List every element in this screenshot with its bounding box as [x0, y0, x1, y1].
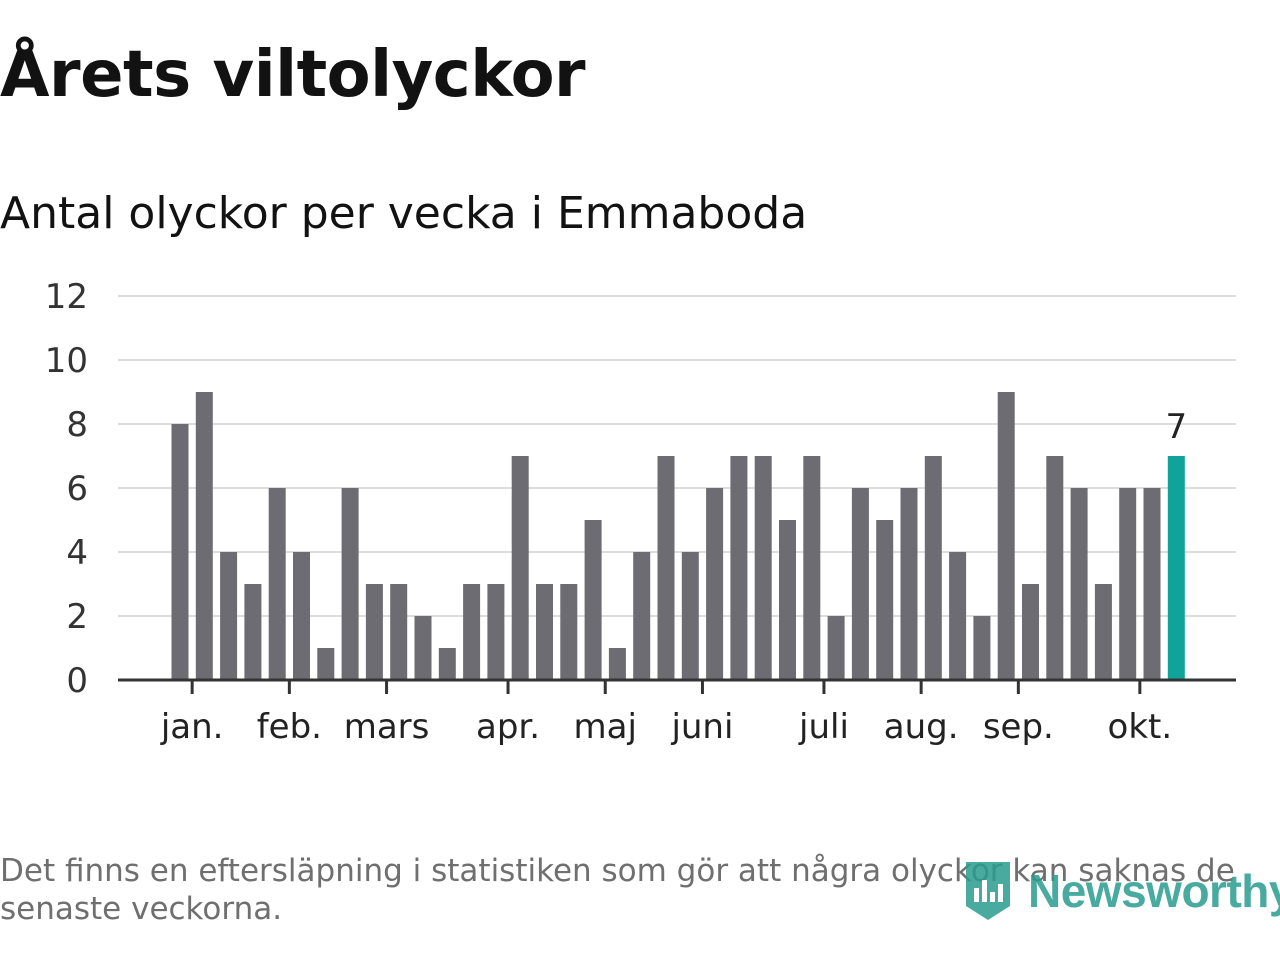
y-tick-label: 12 — [45, 277, 88, 317]
bar — [706, 488, 724, 680]
bar — [1070, 488, 1088, 680]
x-tick-label: mars — [344, 707, 430, 747]
bar — [438, 648, 456, 680]
bar — [997, 392, 1015, 680]
x-tick-label: juli — [798, 707, 849, 747]
x-tick-label: juni — [670, 707, 733, 747]
bar — [851, 488, 869, 680]
bar — [608, 648, 626, 680]
bar — [754, 456, 772, 680]
bar — [293, 552, 310, 680]
bar — [827, 616, 845, 680]
x-tick-label: feb. — [257, 707, 322, 747]
chart-subtitle: Antal olyckor per vecka i Emmaboda — [0, 188, 808, 239]
bar — [536, 584, 553, 680]
y-tick-label: 8 — [66, 405, 88, 445]
bar — [730, 456, 748, 680]
data-label: 7 — [1165, 407, 1187, 447]
x-tick-label: okt. — [1108, 707, 1173, 747]
bar-chart: 0 2 4 6 8 10 12 jan. feb. mars apr. maj juni juli aug… — [45, 277, 1236, 747]
bar — [220, 552, 238, 680]
x-tick-label: sep. — [983, 707, 1054, 747]
bar — [681, 552, 699, 680]
bar — [633, 552, 651, 680]
bar-highlight — [1167, 456, 1185, 680]
bar — [365, 584, 383, 680]
bar — [171, 424, 189, 680]
bar — [268, 488, 286, 680]
y-tick-label: 0 — [66, 661, 88, 701]
bar — [487, 584, 505, 680]
bar — [949, 552, 967, 680]
bar — [1143, 488, 1161, 680]
bar — [803, 456, 821, 680]
bar — [584, 520, 602, 680]
brand-name: Newsworthy — [1028, 865, 1280, 917]
x-tick-label: aug. — [884, 707, 959, 747]
x-tick-label: jan. — [160, 707, 224, 747]
bar — [414, 616, 432, 680]
x-tick-label: maj — [574, 707, 637, 747]
newsworthy-logo-icon — [966, 862, 1010, 920]
bar — [317, 648, 335, 680]
bar — [1046, 456, 1064, 680]
bar — [973, 616, 991, 680]
x-axis-ticks: jan. feb. mars apr. maj juni juli aug. sep. okt. — [160, 680, 1172, 747]
x-tick-label: apr. — [476, 707, 540, 747]
bar — [244, 584, 262, 680]
data-labels: 7 — [1165, 407, 1187, 447]
bar — [341, 488, 359, 680]
y-tick-label: 6 — [66, 469, 88, 509]
bars — [171, 392, 1185, 680]
y-tick-label: 10 — [45, 341, 88, 381]
chart-title: Årets viltolyckor — [0, 38, 586, 112]
y-axis-tick-labels: 0 2 4 6 8 10 12 — [45, 277, 88, 701]
y-tick-label: 4 — [66, 533, 88, 573]
bar — [900, 488, 918, 680]
bar — [779, 520, 796, 680]
footnote: Det finns en eftersläpning i statistiken… — [0, 853, 1235, 927]
bar — [876, 520, 894, 680]
bar — [1094, 584, 1112, 680]
brand-logo: Newsworthy — [962, 858, 1280, 924]
bar — [560, 584, 578, 680]
y-tick-label: 2 — [66, 597, 88, 637]
bar — [511, 456, 529, 680]
bar — [1022, 584, 1039, 680]
bar — [195, 392, 213, 680]
bar — [657, 456, 675, 680]
bar — [390, 584, 408, 680]
bar — [463, 584, 481, 680]
bar — [924, 456, 942, 680]
bar — [1119, 488, 1137, 680]
